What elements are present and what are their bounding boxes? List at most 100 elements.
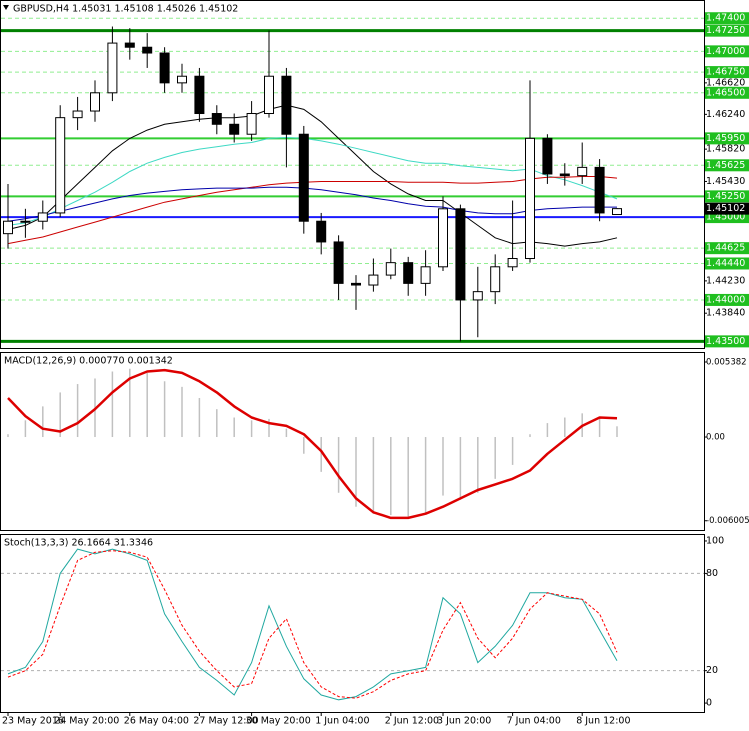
level-label-box — [705, 293, 749, 306]
macd-panel-frame — [0, 352, 705, 531]
candle-body — [455, 208, 466, 301]
level-label-box — [705, 66, 749, 79]
moving-average — [7, 176, 618, 245]
level-label-box — [705, 159, 749, 172]
candle-body — [333, 241, 344, 284]
panel-title: Stoch(13,3,3) 26.1664 31.3346 — [4, 538, 153, 549]
candle-body — [229, 123, 240, 135]
candle-body — [124, 42, 135, 48]
y-tick-label: 1.45430 — [706, 176, 745, 187]
candle-body — [211, 113, 222, 125]
level-label-box — [705, 190, 749, 203]
y-tick-label: 0.005382 — [706, 358, 747, 368]
candle-body — [577, 166, 588, 177]
x-tick-label: 23 May 2016 — [2, 716, 64, 727]
candle-body — [72, 110, 83, 119]
level-label: 1.43500 — [706, 336, 745, 347]
level-label: 1.47400 — [706, 13, 745, 24]
candle-body — [264, 75, 274, 115]
level-label: 1.44000 — [706, 294, 745, 305]
y-tick-label: 1.46620 — [706, 77, 745, 88]
level-label-box — [705, 257, 749, 270]
level-label: 1.45625 — [706, 160, 745, 171]
candle-body — [542, 137, 553, 175]
y-tick-label: 1.44230 — [706, 275, 745, 286]
moving-average — [7, 104, 618, 247]
candle-body — [55, 117, 66, 214]
level-label: 1.46750 — [706, 67, 745, 78]
candle-body — [559, 173, 570, 177]
candle-body — [420, 266, 431, 284]
candle-body — [594, 166, 605, 214]
level-label-box — [705, 12, 749, 25]
candle-body — [3, 220, 13, 235]
x-tick-label: 7 Jun 04:00 — [507, 716, 561, 727]
y-tick-label: 1.43840 — [706, 308, 745, 319]
candle-body — [142, 46, 153, 54]
x-tick-label: 3 Jun 20:00 — [437, 716, 491, 727]
level-label-box — [705, 242, 749, 255]
candle-body — [351, 282, 361, 286]
y-tick-label: 80 — [706, 568, 718, 579]
panel-title: GBPUSD,H4 1.45031 1.45108 1.45026 1.4510… — [13, 4, 238, 15]
candle-body — [298, 133, 309, 222]
level-label-box — [705, 45, 749, 58]
candle-body — [490, 266, 501, 293]
candle-body — [159, 52, 170, 84]
level-label-box — [705, 335, 749, 348]
x-tick-label: 27 May 12:00 — [193, 716, 258, 727]
y-tick-label: 20 — [706, 665, 718, 676]
y-tick-label: 0 — [706, 698, 712, 709]
level-label-box — [705, 132, 749, 145]
price-panel-frame — [0, 0, 705, 349]
level-label: 1.44625 — [706, 243, 745, 254]
candle-body — [472, 291, 483, 301]
level-label-box — [705, 24, 749, 37]
x-tick-label: 26 May 04:00 — [124, 716, 189, 727]
y-tick-label: 1.46240 — [706, 109, 745, 120]
candle-body — [177, 75, 187, 84]
x-tick-label: 2 Jun 12:00 — [385, 716, 439, 727]
candle-body — [20, 220, 31, 223]
panel-title: MACD(12,26,9) 0.000770 0.001342 — [4, 356, 173, 367]
candle-body — [281, 75, 292, 135]
y-tick-label: 1.45820 — [706, 144, 745, 155]
level-label-box — [705, 86, 749, 99]
current-price-box — [705, 202, 749, 215]
y-tick-label: 0.00 — [706, 433, 725, 443]
candle-body — [316, 220, 327, 243]
y-tick-label: 100 — [706, 535, 724, 546]
macd-signal-line — [7, 368, 618, 520]
candle-body — [107, 42, 118, 94]
candle-body — [194, 75, 205, 115]
x-tick-label: 8 Jun 12:00 — [576, 716, 630, 727]
moving-average — [7, 186, 617, 222]
x-tick-label: 1 Jun 04:00 — [315, 716, 369, 727]
candle-body — [368, 274, 379, 286]
stoch-line — [7, 548, 618, 701]
level-label: 1.47000 — [706, 46, 745, 57]
candle-body — [612, 208, 622, 216]
candle-body — [37, 212, 48, 222]
stoch-line — [7, 550, 618, 699]
level-label: 1.45000 — [706, 212, 745, 223]
candle-body — [246, 113, 257, 135]
moving-average — [7, 136, 618, 226]
stoch-panel-frame — [0, 534, 705, 713]
candle-body — [90, 92, 100, 112]
level-label: 1.44440 — [706, 258, 745, 269]
y-tick-label: -0.006005 — [706, 516, 749, 526]
candle-body — [385, 262, 396, 276]
candle-body — [507, 258, 518, 268]
level-label: 1.45250 — [706, 191, 745, 202]
candle-body — [438, 208, 448, 268]
current-price-label: 1.45102 — [706, 203, 745, 214]
level-label: 1.47250 — [706, 25, 745, 36]
candle-body — [403, 262, 414, 284]
level-label: 1.46500 — [706, 87, 745, 98]
level-label: 1.45950 — [706, 133, 745, 144]
symbol-icon — [3, 5, 9, 10]
